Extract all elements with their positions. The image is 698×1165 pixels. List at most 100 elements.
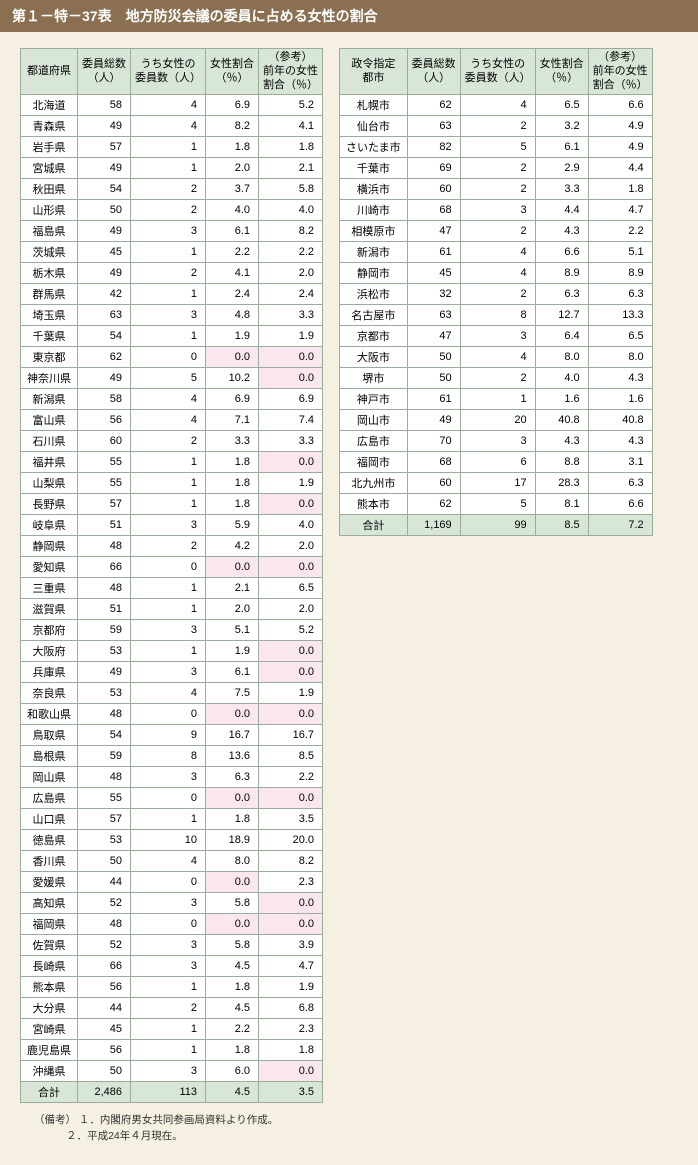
cell: 6.4 xyxy=(535,326,588,347)
footnote-line2: ２．平成24年４月現在。 xyxy=(66,1130,183,1142)
cell: 69 xyxy=(407,158,460,179)
cell: 56 xyxy=(78,410,131,431)
cell: 48 xyxy=(78,536,131,557)
cell: 3 xyxy=(131,620,206,641)
cell: 堺市 xyxy=(340,368,408,389)
cell: 4.7 xyxy=(259,956,323,977)
cell: 北海道 xyxy=(21,95,78,116)
cell: 4 xyxy=(460,95,535,116)
cell: 京都市 xyxy=(340,326,408,347)
cell: 66 xyxy=(78,956,131,977)
table-row: 岡山県4836.32.2 xyxy=(21,767,323,788)
cell: 1 xyxy=(131,578,206,599)
cell: 2.2 xyxy=(259,767,323,788)
cell: 47 xyxy=(407,326,460,347)
column-header: 都道府県 xyxy=(21,49,78,95)
cell: 63 xyxy=(407,305,460,326)
cell: 2.3 xyxy=(259,872,323,893)
table-row: 相模原市4724.32.2 xyxy=(340,221,653,242)
cell: 1 xyxy=(131,452,206,473)
footnotes: （備考） １．内閣府男女共同参画局資料より作成。 ２．平成24年４月現在。 xyxy=(0,1111,698,1145)
cell: 57 xyxy=(78,494,131,515)
table-row: 岩手県5711.81.8 xyxy=(21,137,323,158)
cell: 55 xyxy=(78,788,131,809)
cell: 浜松市 xyxy=(340,284,408,305)
table-row: 島根県59813.68.5 xyxy=(21,746,323,767)
cell: 59 xyxy=(78,746,131,767)
cell: 島根県 xyxy=(21,746,78,767)
cell: 0 xyxy=(131,872,206,893)
cell: 13.3 xyxy=(588,305,652,326)
cell: 4.4 xyxy=(588,158,652,179)
table-row: 長野県5711.80.0 xyxy=(21,494,323,515)
cell: 6.0 xyxy=(206,1061,259,1082)
cell: 51 xyxy=(78,515,131,536)
cell: 2 xyxy=(131,200,206,221)
table-row: 神奈川県49510.20.0 xyxy=(21,368,323,389)
cell: 青森県 xyxy=(21,116,78,137)
cell: 49 xyxy=(78,158,131,179)
cell: 1.9 xyxy=(206,641,259,662)
cell: 埼玉県 xyxy=(21,305,78,326)
table-row: 兵庫県4936.10.0 xyxy=(21,662,323,683)
column-header: 政令指定都市 xyxy=(340,49,408,95)
cell: 70 xyxy=(407,431,460,452)
cell: 20 xyxy=(460,410,535,431)
cell: 4 xyxy=(460,263,535,284)
cell: 3.3 xyxy=(259,305,323,326)
cell: 62 xyxy=(78,347,131,368)
cell: 佐賀県 xyxy=(21,935,78,956)
cell: 2 xyxy=(131,179,206,200)
table-row: 福井県5511.80.0 xyxy=(21,452,323,473)
cell: 3.3 xyxy=(535,179,588,200)
cell: 2.4 xyxy=(259,284,323,305)
table-row: 青森県4948.24.1 xyxy=(21,116,323,137)
column-header: うち女性の委員数（人） xyxy=(131,49,206,95)
cell: 3 xyxy=(131,221,206,242)
cell: 0 xyxy=(131,704,206,725)
cell: 49 xyxy=(407,410,460,431)
cell: 富山県 xyxy=(21,410,78,431)
cell: 48 xyxy=(78,578,131,599)
cell: 8.8 xyxy=(535,452,588,473)
cell: 6.5 xyxy=(588,326,652,347)
cell: 58 xyxy=(78,95,131,116)
cell: 5 xyxy=(460,137,535,158)
cell: 2 xyxy=(460,221,535,242)
table-row: 静岡市4548.98.9 xyxy=(340,263,653,284)
cell: 4 xyxy=(131,410,206,431)
cell: 0.0 xyxy=(259,1061,323,1082)
cell: 3.2 xyxy=(535,116,588,137)
cell: 20.0 xyxy=(259,830,323,851)
cell: 岩手県 xyxy=(21,137,78,158)
cell: 6.1 xyxy=(206,662,259,683)
cell: 0.0 xyxy=(259,452,323,473)
cell: 2.0 xyxy=(259,263,323,284)
table-row: 山梨県5511.81.9 xyxy=(21,473,323,494)
table-row: 大分県4424.56.8 xyxy=(21,998,323,1019)
cell: 山形県 xyxy=(21,200,78,221)
cell: 0 xyxy=(131,914,206,935)
cell: 千葉市 xyxy=(340,158,408,179)
table-row: 鳥取県54916.716.7 xyxy=(21,725,323,746)
table-row: 京都府5935.15.2 xyxy=(21,620,323,641)
cell: 56 xyxy=(78,977,131,998)
cell: 2.1 xyxy=(206,578,259,599)
table-row: 千葉市6922.94.4 xyxy=(340,158,653,179)
cell: 56 xyxy=(78,1040,131,1061)
cell: 2 xyxy=(131,431,206,452)
table-row: 沖縄県5036.00.0 xyxy=(21,1061,323,1082)
cell: 神奈川県 xyxy=(21,368,78,389)
table-row: 広島県5500.00.0 xyxy=(21,788,323,809)
cell: 60 xyxy=(407,179,460,200)
cell: 32 xyxy=(407,284,460,305)
cell: 3 xyxy=(131,662,206,683)
cell: 高知県 xyxy=(21,893,78,914)
cell: 7.5 xyxy=(206,683,259,704)
column-header: うち女性の委員数（人） xyxy=(460,49,535,95)
cell: 1 xyxy=(131,158,206,179)
table-row: 川崎市6834.44.7 xyxy=(340,200,653,221)
cell: 5.8 xyxy=(206,893,259,914)
cell: 57 xyxy=(78,809,131,830)
cell: 北九州市 xyxy=(340,473,408,494)
